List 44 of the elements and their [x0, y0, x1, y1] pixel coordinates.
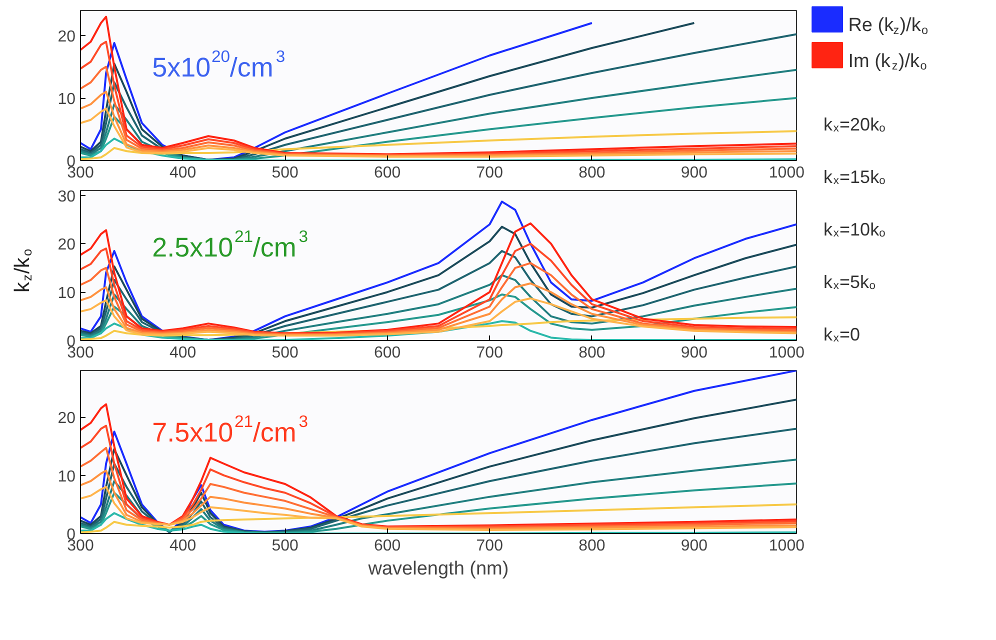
y-tick-label: 10: [58, 468, 76, 486]
x-tick-label: 800: [578, 344, 606, 362]
x-tick-label: 700: [476, 538, 504, 554]
line-series: [80, 16, 796, 156]
x-tick-label: 500: [272, 538, 299, 554]
x-tick-label: 700: [476, 344, 504, 362]
line-series: [80, 470, 796, 530]
x-tick-label: 400: [169, 344, 196, 362]
y-tick-label: 10: [58, 285, 76, 302]
x-tick-label: 500: [272, 344, 299, 362]
x-tick-label: 900: [680, 538, 708, 554]
x-tick-label: 900: [680, 344, 708, 362]
x-tick-label: 600: [374, 344, 401, 362]
x-tick-label: 700: [476, 164, 504, 182]
y-tick-label: 10: [58, 91, 76, 108]
x-tick-label: 800: [578, 164, 606, 182]
x-tick-label: 400: [169, 538, 196, 554]
text: kx=0: [824, 324, 860, 344]
line-series: [80, 22, 696, 160]
y-axis-title: kz/ko: [11, 248, 35, 292]
line-series: [80, 370, 796, 534]
y-tick-label: 20: [58, 28, 76, 46]
x-tick-label: 1000: [768, 164, 805, 182]
x-axis-title: wavelength (nm): [367, 558, 509, 580]
line-series: [80, 446, 796, 529]
text: kx=10ko: [824, 219, 886, 240]
line-series: [80, 282, 796, 336]
text: kx=5ko: [824, 272, 876, 292]
x-tick-label: 1000: [768, 344, 805, 362]
x-tick-label: 600: [374, 164, 401, 182]
x-tick-label: 1000: [768, 538, 805, 554]
line-series: [80, 22, 593, 160]
text: kx=20ko: [824, 114, 886, 134]
y-tick-label: 30: [58, 188, 76, 206]
y-tick-label: 20: [58, 410, 76, 428]
x-tick-label: 800: [578, 538, 606, 554]
x-tick-label: 900: [680, 164, 708, 182]
text: kx=15ko: [824, 166, 886, 187]
x-tick-label: 600: [374, 538, 401, 554]
y-tick-label: 20: [58, 236, 76, 254]
line-series: [80, 262, 796, 336]
x-tick-label: 400: [169, 164, 196, 182]
x-tick-label: 500: [272, 164, 299, 182]
line-series: [80, 108, 796, 158]
